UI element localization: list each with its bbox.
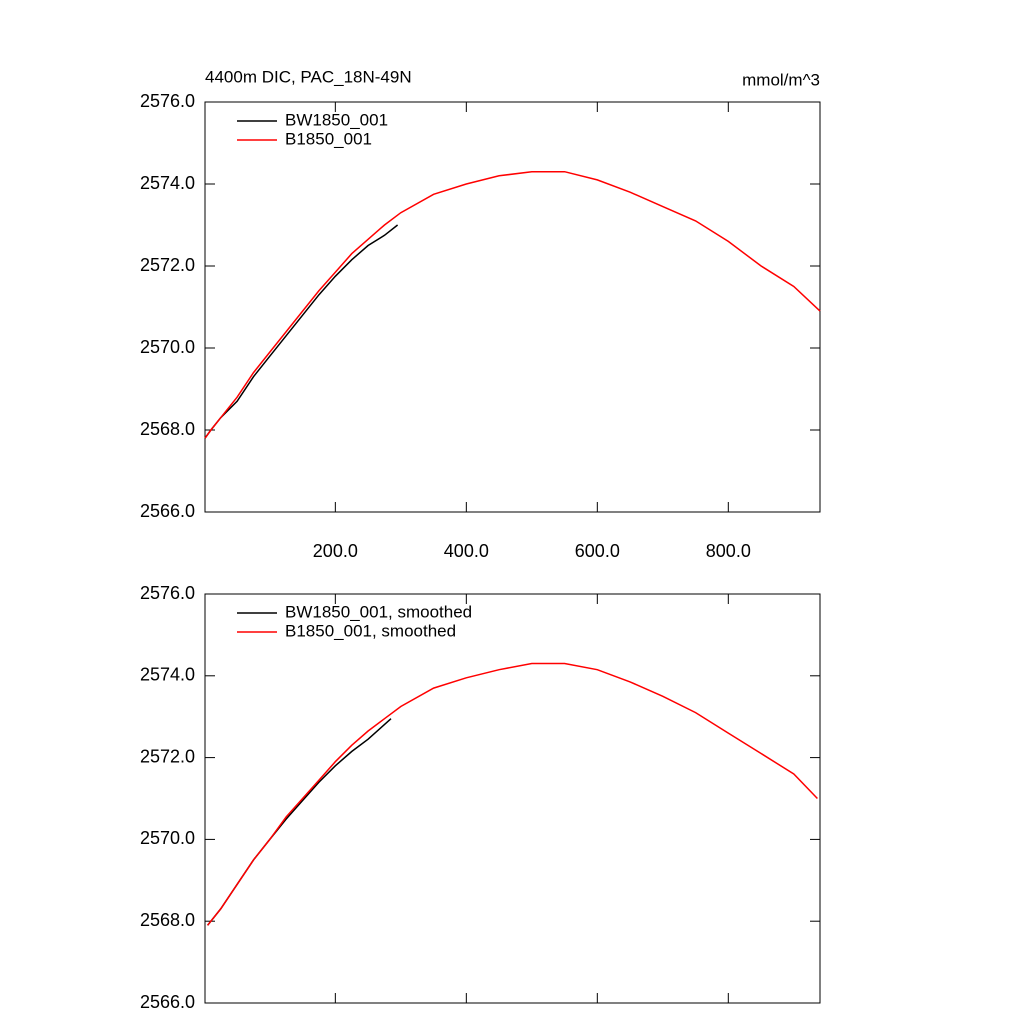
plot-frame xyxy=(204,101,821,513)
legend-label: B1850_001 xyxy=(285,129,372,148)
series-line xyxy=(204,224,399,439)
y-tick-label: 2572.0 xyxy=(140,746,195,766)
y-tick-label: 2566.0 xyxy=(140,501,195,521)
legend-label: BW1850_001, smoothed xyxy=(285,602,472,621)
y-tick-label: 2576.0 xyxy=(140,583,195,603)
y-tick-label: 2574.0 xyxy=(140,173,195,193)
series-line xyxy=(207,662,818,926)
y-tick-label: 2574.0 xyxy=(140,665,195,685)
y-tick-label: 2570.0 xyxy=(140,828,195,848)
y-tick-label: 2572.0 xyxy=(140,255,195,275)
legend-label: BW1850_001 xyxy=(285,110,388,129)
y-tick-label: 2576.0 xyxy=(140,91,195,111)
x-tick-label: 800.0 xyxy=(706,541,751,561)
legend-label: B1850_001, smoothed xyxy=(285,621,456,640)
plot-frame xyxy=(204,593,821,1004)
units-label: mmol/m^3 xyxy=(742,70,820,89)
chart-title: 4400m DIC, PAC_18N-49N xyxy=(205,67,412,86)
y-tick-label: 2566.0 xyxy=(140,992,195,1012)
series-line xyxy=(207,718,392,926)
x-tick-label: 200.0 xyxy=(313,541,358,561)
series-line xyxy=(204,170,821,439)
y-tick-label: 2568.0 xyxy=(140,910,195,930)
x-tick-label: 600.0 xyxy=(575,541,620,561)
y-tick-label: 2568.0 xyxy=(140,419,195,439)
y-tick-label: 2570.0 xyxy=(140,337,195,357)
x-tick-label: 400.0 xyxy=(444,541,489,561)
